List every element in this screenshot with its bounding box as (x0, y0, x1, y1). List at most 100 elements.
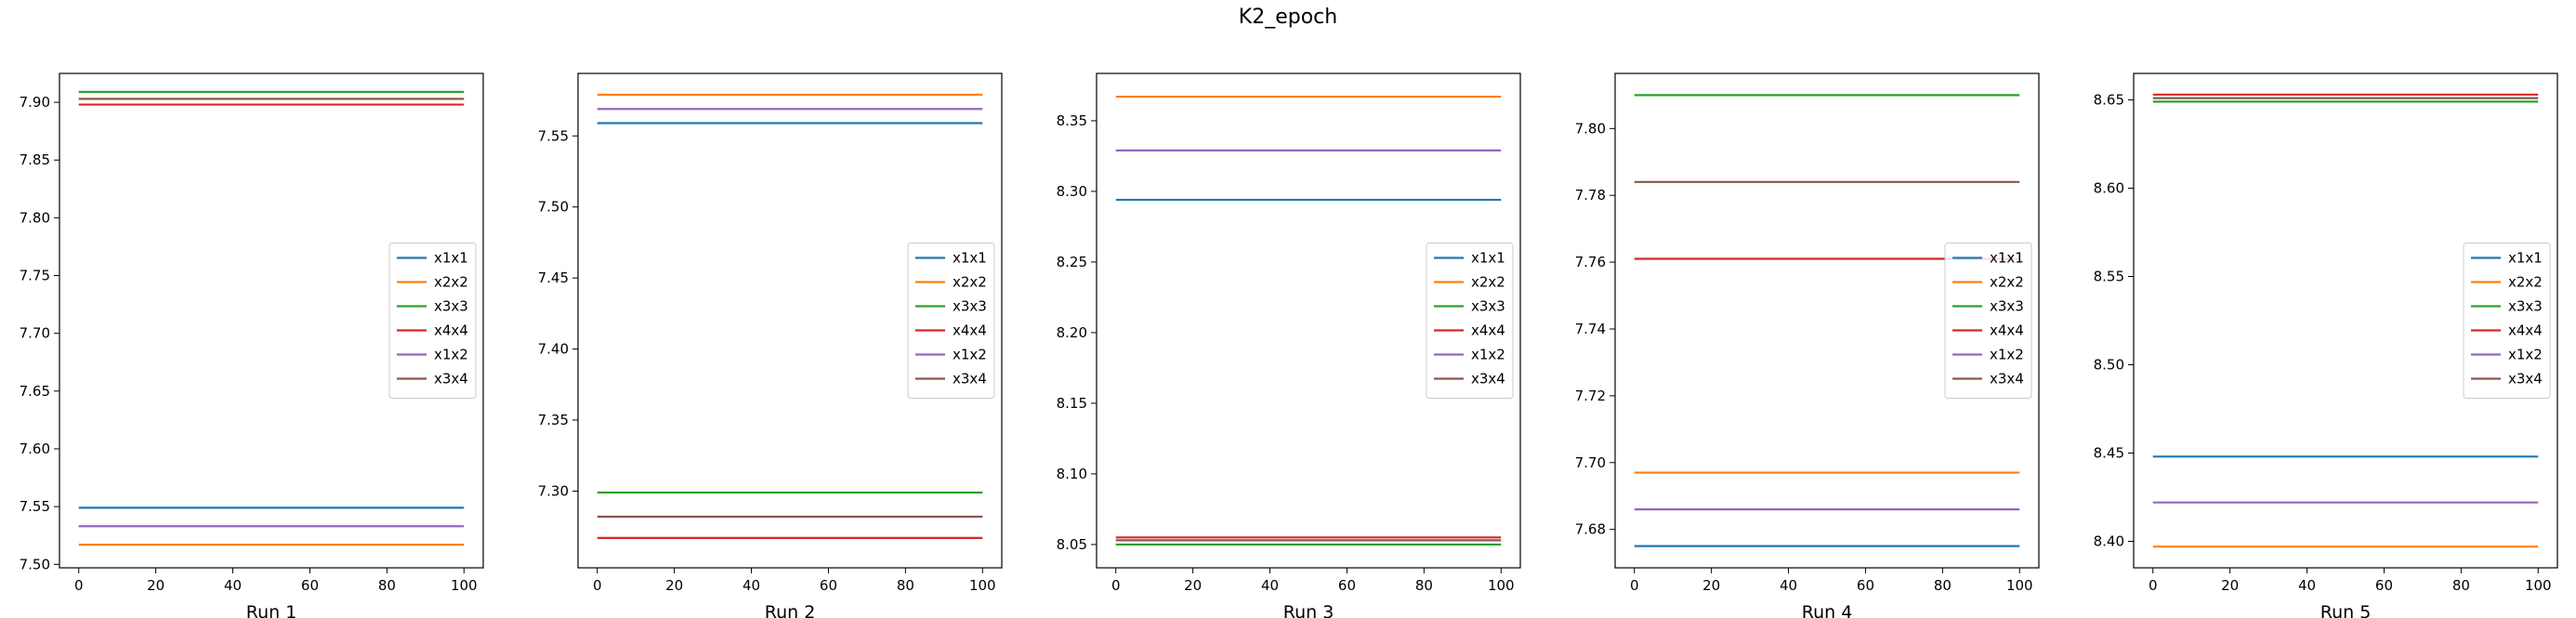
legend-label-x2x2: x2x2 (434, 274, 468, 291)
x-tick-label: 60 (820, 577, 837, 594)
y-tick-label: 7.55 (538, 127, 569, 144)
subplot-1: 0 20 40 60 80 100 7.50 7.55 7.60 7.65 7.70 7.75 7.80… (20, 72, 484, 618)
x-tick-label: 20 (665, 577, 683, 594)
y-tick-label: 8.40 (2094, 533, 2124, 550)
legend-label-x3x4: x3x4 (2508, 371, 2543, 388)
legend-label-x4x4: x4x4 (434, 322, 468, 339)
y-tick-label: 7.40 (538, 341, 569, 358)
x-tick-label: 0 (2149, 577, 2158, 594)
subplot-2: 0 20 40 60 80 100 7.30 7.35 7.40 7.45 7.50 7.55 Run … (538, 72, 1003, 618)
y-tick-label: 8.45 (2094, 445, 2124, 462)
legend-label-x3x3: x3x3 (1990, 298, 2024, 315)
x-axis-label: Run 3 (1283, 602, 1334, 618)
legend-label-x3x3: x3x3 (1471, 298, 1505, 315)
legend-label-x1x1: x1x1 (1990, 250, 2024, 267)
legend-label-x2x2: x2x2 (1471, 274, 1505, 291)
subplot-3: 0 20 40 60 80 100 8.05 8.10 8.15 8.20 8.25 8.30 8.35… (1057, 72, 1521, 618)
x-tick-label: 80 (2452, 577, 2470, 594)
y-tick-label: 7.50 (20, 556, 50, 572)
y-tick-label: 8.55 (2094, 269, 2124, 285)
y-tick-label: 8.50 (2094, 357, 2124, 374)
legend-label-x3x4: x3x4 (1990, 371, 2024, 388)
legend-label-x1x1: x1x1 (2508, 250, 2543, 267)
y-tick-label: 8.15 (1057, 395, 1087, 412)
x-axis-label: Run 5 (2320, 602, 2372, 618)
y-tick-label: 8.65 (2094, 92, 2124, 109)
legend-label-x1x2: x1x2 (1471, 347, 1505, 363)
axes-frame (2133, 72, 2558, 569)
legend-label-x4x4: x4x4 (2508, 322, 2543, 339)
legend: x1x1 x2x2 x3x3 x4x4 x1x2 x3x4 (1426, 243, 1514, 399)
x-tick-label: 80 (897, 577, 914, 594)
legend-label-x3x3: x3x3 (434, 298, 468, 315)
legend-label-x1x2: x1x2 (953, 347, 987, 363)
x-tick-label: 20 (2221, 577, 2239, 594)
x-tick-label: 0 (1111, 577, 1121, 594)
legend-label-x1x2: x1x2 (434, 347, 468, 363)
x-axis-label: Run 4 (1802, 602, 1853, 618)
x-tick-label: 80 (1415, 577, 1433, 594)
axes-frame (59, 72, 484, 569)
y-tick-label: 7.70 (1575, 454, 1606, 471)
legend-label-x1x2: x1x2 (1990, 347, 2024, 363)
y-tick-label: 7.30 (538, 482, 569, 499)
x-tick-label: 100 (451, 577, 478, 594)
y-tick-label: 8.60 (2094, 180, 2124, 197)
y-tick-label: 7.80 (1575, 120, 1606, 137)
x-tick-label: 80 (378, 577, 396, 594)
legend-label-x3x4: x3x4 (434, 371, 468, 388)
y-tick-label: 7.85 (20, 151, 50, 168)
legend-label-x1x1: x1x1 (953, 250, 987, 267)
x-tick-label: 100 (2006, 577, 2033, 594)
x-tick-label: 40 (2298, 577, 2316, 594)
legend-label-x2x2: x2x2 (1990, 274, 2024, 291)
legend-label-x3x3: x3x3 (953, 298, 987, 315)
y-tick-label: 7.75 (20, 268, 50, 284)
legend-label-x2x2: x2x2 (2508, 274, 2543, 291)
legend: x1x1 x2x2 x3x3 x4x4 x1x2 x3x4 (907, 243, 995, 399)
y-tick-label: 8.25 (1057, 254, 1087, 270)
legend-label-x3x3: x3x3 (2508, 298, 2543, 315)
y-tick-label: 8.35 (1057, 112, 1087, 129)
y-tick-label: 7.76 (1575, 254, 1606, 270)
axes-frame (577, 72, 1003, 569)
x-tick-label: 60 (1857, 577, 1874, 594)
x-tick-label: 0 (74, 577, 84, 594)
legend-label-x2x2: x2x2 (953, 274, 987, 291)
y-tick-label: 7.60 (20, 440, 50, 457)
figure-title: K2_epoch (1238, 6, 1338, 29)
y-tick-label: 7.80 (20, 209, 50, 226)
x-tick-label: 40 (743, 577, 760, 594)
legend-label-x3x4: x3x4 (953, 371, 987, 388)
y-tick-label: 8.30 (1057, 183, 1087, 200)
y-tick-label: 8.20 (1057, 324, 1087, 341)
legend-label-x4x4: x4x4 (1990, 322, 2024, 339)
x-axis-label: Run 1 (246, 602, 297, 618)
y-tick-label: 7.74 (1575, 321, 1606, 337)
axes-frame (1096, 72, 1521, 569)
x-tick-label: 40 (1261, 577, 1279, 594)
x-tick-label: 40 (1780, 577, 1797, 594)
y-tick-label: 7.50 (538, 199, 569, 216)
subplot-4: 0 20 40 60 80 100 7.68 7.70 7.72 7.74 7.76 7.78 7.80… (1575, 72, 2040, 618)
x-tick-label: 100 (1488, 577, 1515, 594)
y-tick-label: 7.68 (1575, 521, 1606, 538)
legend: x1x1 x2x2 x3x3 x4x4 x1x2 x3x4 (2463, 243, 2551, 399)
y-tick-label: 7.55 (20, 498, 50, 515)
axes-frame (1614, 72, 2040, 569)
x-tick-label: 100 (2525, 577, 2552, 594)
x-axis-label: Run 2 (765, 602, 816, 618)
x-tick-label: 20 (1702, 577, 1720, 594)
subplot-5: 0 20 40 60 80 100 8.40 8.45 8.50 8.55 8.60 8.65 Run … (2094, 72, 2558, 618)
y-tick-label: 8.10 (1057, 466, 1087, 482)
y-tick-label: 7.65 (20, 383, 50, 400)
x-tick-label: 60 (1338, 577, 1356, 594)
x-tick-label: 100 (969, 577, 996, 594)
y-tick-label: 8.05 (1057, 536, 1087, 553)
y-tick-label: 7.72 (1575, 388, 1606, 404)
y-tick-label: 7.45 (538, 270, 569, 286)
legend-label-x1x1: x1x1 (434, 250, 468, 267)
y-tick-label: 7.90 (20, 94, 50, 111)
legend-label-x1x2: x1x2 (2508, 347, 2543, 363)
